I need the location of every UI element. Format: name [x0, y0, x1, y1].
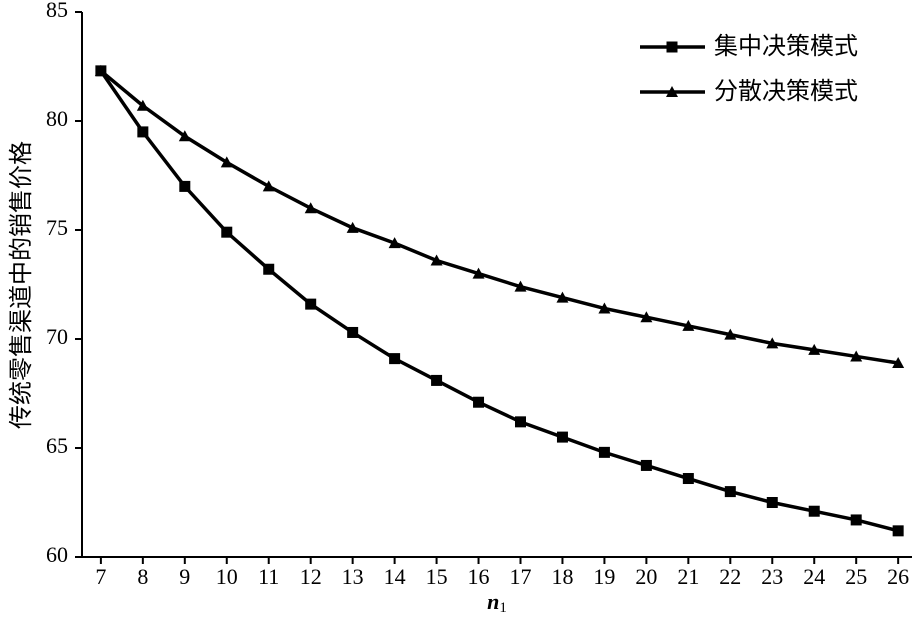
marker	[179, 180, 191, 192]
x-tick-label: 12	[300, 564, 322, 589]
marker	[766, 337, 779, 349]
marker	[263, 263, 275, 275]
marker	[514, 280, 527, 292]
x-tick-label: 10	[216, 564, 238, 589]
marker	[304, 202, 317, 214]
marker	[666, 86, 678, 97]
legend-label: 分散决策模式	[714, 77, 858, 105]
marker	[850, 514, 862, 526]
x-tick-label: 7	[95, 564, 106, 589]
marker	[220, 156, 233, 168]
marker	[808, 343, 821, 355]
marker	[221, 226, 233, 238]
y-tick-label: 60	[46, 542, 68, 567]
x-tick-label: 24	[803, 564, 825, 589]
x-tick-label: 8	[137, 564, 148, 589]
marker	[892, 525, 904, 537]
marker	[473, 396, 485, 408]
x-tick-label: 13	[342, 564, 364, 589]
x-tick-label: 23	[761, 564, 783, 589]
marker	[850, 350, 863, 362]
marker	[94, 64, 107, 76]
series-line	[99, 69, 899, 533]
marker	[346, 221, 359, 233]
marker	[388, 237, 401, 249]
marker	[137, 126, 149, 138]
x-tick-label: 26	[887, 564, 909, 589]
x-tick-label: 16	[468, 564, 490, 589]
marker	[724, 328, 737, 340]
x-tick-label: 17	[509, 564, 531, 589]
marker	[389, 353, 401, 365]
legend-label: 集中决策模式	[714, 32, 858, 60]
marker	[682, 473, 694, 485]
marker	[136, 99, 149, 111]
y-tick-label: 80	[46, 106, 68, 131]
marker	[640, 311, 653, 323]
marker	[347, 326, 359, 338]
x-tick-label: 19	[593, 564, 615, 589]
y-axis-label: 传统零售渠道中的销售价格	[7, 141, 35, 429]
y-tick-label: 75	[46, 215, 68, 240]
marker	[808, 505, 820, 517]
x-tick-label: 18	[551, 564, 573, 589]
x-axis-label: n1	[487, 589, 507, 616]
marker	[598, 302, 611, 314]
marker	[598, 446, 610, 458]
marker	[514, 416, 526, 428]
marker	[431, 374, 443, 386]
x-tick-label: 22	[719, 564, 741, 589]
marker	[556, 431, 568, 443]
x-tick-label: 11	[258, 564, 279, 589]
y-tick-label: 85	[46, 0, 68, 22]
marker	[892, 356, 905, 368]
marker	[682, 319, 695, 331]
x-tick-label: 25	[845, 564, 867, 589]
marker	[556, 291, 569, 303]
x-tick-label: 14	[384, 564, 406, 589]
series-line	[99, 69, 899, 365]
marker	[666, 41, 678, 53]
y-tick-label: 65	[46, 433, 68, 458]
marker	[262, 180, 275, 192]
x-tick-label: 20	[635, 564, 657, 589]
marker	[472, 267, 485, 279]
marker	[430, 254, 443, 266]
marker	[766, 497, 778, 508]
marker	[724, 486, 736, 498]
x-tick-label: 9	[179, 564, 190, 589]
x-tick-label: 21	[677, 564, 699, 589]
marker	[640, 459, 652, 471]
x-tick-label: 15	[426, 564, 448, 589]
y-tick-label: 70	[46, 324, 68, 349]
marker	[178, 130, 191, 142]
marker	[305, 298, 317, 310]
